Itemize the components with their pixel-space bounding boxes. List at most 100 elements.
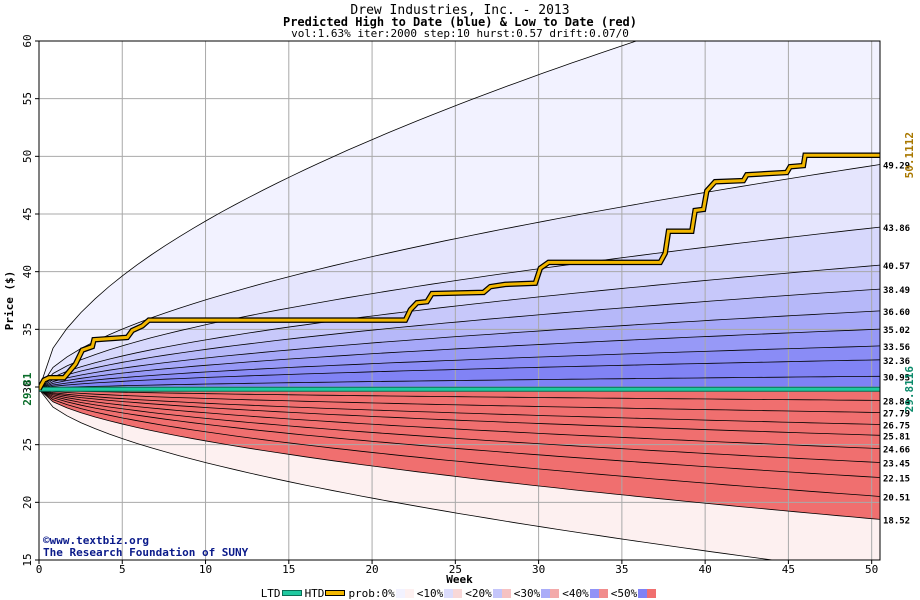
high-band-8 [39, 359, 880, 390]
legend-lt50-swatch [638, 588, 657, 598]
credit-organization: The Research Foundation of SUNY [43, 546, 249, 559]
band-end-label-2: 40.57 [883, 262, 910, 272]
legend-prob0-swatch [395, 588, 414, 598]
band-end-label-11: 26.75 [883, 421, 910, 431]
band-boundary-12 [39, 388, 880, 413]
legend-lt20: <20% [465, 587, 512, 600]
legend-htd: HTD [305, 587, 347, 600]
chart-title: Drew Industries, Inc. - 2013 [350, 3, 570, 18]
legend-lt20-swatch [492, 588, 511, 598]
axes [35, 40, 881, 564]
band-boundary-13 [39, 388, 880, 425]
legend-lt40-swatch [589, 588, 608, 598]
band-boundary-3 [39, 264, 880, 390]
band-end-label-13: 24.66 [883, 446, 910, 456]
x-tick-label-50: 50 [865, 563, 878, 576]
x-tick-label-15: 15 [282, 563, 295, 576]
legend-lt40: <40% [562, 587, 609, 600]
x-tick-label-35: 35 [615, 563, 628, 576]
high-band-9 [39, 376, 880, 390]
legend-lt30: <30% [514, 587, 561, 600]
band-end-label-5: 35.02 [883, 326, 910, 336]
x-tick-label-40: 40 [699, 563, 712, 576]
band-boundary-1 [39, 164, 880, 390]
band-boundary-14 [39, 388, 880, 436]
band-boundary-16 [39, 388, 880, 463]
band-boundary-5 [39, 310, 880, 390]
band-end-label-12: 25.81 [883, 432, 910, 442]
y-tick-label-20: 20 [21, 496, 34, 509]
y-tick-label-40: 40 [21, 265, 34, 278]
legend: LTD HTD prob:0% <10% <20% <30% <40% <50% [0, 586, 920, 600]
y-tick-label-50: 50 [21, 150, 34, 163]
copyright-icon: © [43, 534, 50, 547]
band-end-label-4: 36.60 [883, 308, 910, 318]
high-band-4 [39, 289, 880, 390]
y-tick-label-45: 45 [21, 207, 34, 220]
y-tick-label-15: 15 [21, 553, 34, 566]
chart-parameters: vol:1.63% iter:2000 step:10 hurst:0.57 d… [291, 27, 629, 40]
plot-frame [38, 40, 881, 561]
high-band-0 [39, 41, 880, 390]
chart-subtitle: Predicted High to Date (blue) & Low to D… [282, 15, 637, 29]
band-end-label-17: 18.52 [883, 516, 910, 526]
high-band-5 [39, 310, 880, 390]
band-end-label-6: 33.56 [883, 343, 910, 353]
band-boundary-lines [39, 41, 880, 560]
high-band-7 [39, 345, 880, 390]
band-end-label-7: 32.36 [883, 357, 910, 367]
probability-bands [39, 41, 880, 560]
band-boundary-0 [39, 41, 638, 390]
band-boundary-6 [39, 328, 880, 390]
y-tick-label-55: 55 [21, 92, 34, 105]
start-price-label: 29.81 [21, 372, 34, 405]
y-tick-label-35: 35 [21, 323, 34, 336]
band-end-label-16: 20.51 [883, 493, 910, 503]
y-axis-title: Price ($) [3, 271, 16, 331]
band-boundary-8 [39, 359, 880, 390]
x-axis-title: Week [446, 573, 473, 586]
band-boundary-9 [39, 375, 880, 390]
band-end-label-9: 28.84 [883, 397, 911, 407]
high-band-1 [39, 164, 880, 390]
credit-url[interactable]: ©www.textbiz.org [43, 534, 149, 547]
legend-htd-swatch [325, 590, 346, 596]
tick-labels: 0 5 10 15 20 25 30 35 40 45 50 15 20 25 30 35 40 45 50 55 60… [3, 34, 916, 586]
legend-lt30-swatch [541, 588, 560, 598]
x-tick-label-45: 45 [782, 563, 795, 576]
legend-lt50: <50% [611, 587, 658, 600]
ltd-end-label: 29.8116 [903, 366, 916, 413]
band-boundary-4 [39, 288, 880, 390]
x-tick-label-5: 5 [119, 563, 126, 576]
band-boundary-10 [39, 388, 776, 560]
series-lines [39, 152, 880, 392]
band-end-label-1: 43.86 [883, 224, 910, 234]
band-boundary-7 [39, 345, 880, 390]
htd-end-label: 50.1112 [903, 132, 916, 178]
band-end-label-8: 30.93 [883, 373, 910, 383]
band-boundary-17 [39, 388, 880, 478]
band-boundary-18 [39, 388, 880, 497]
band-end-label-3: 38.49 [883, 286, 910, 296]
high-band-2 [39, 227, 880, 390]
legend-ltd-swatch [281, 590, 302, 596]
legend-prob0: prob:0% [348, 587, 414, 600]
legend-lt10-swatch [444, 588, 463, 598]
band-boundary-11 [39, 388, 880, 401]
band-end-label-14: 23.45 [883, 460, 910, 470]
legend-ltd: LTD [261, 587, 303, 600]
htd-line [39, 153, 880, 390]
band-end-label-10: 27.79 [883, 409, 910, 419]
low-band-9 [39, 389, 880, 520]
x-tick-label-25: 25 [449, 563, 462, 576]
high-band-3 [39, 265, 880, 390]
band-end-label-0: 49.29 [883, 162, 910, 172]
band-boundary-15 [39, 388, 880, 449]
y-tick-label-60: 60 [21, 34, 34, 47]
legend-lt10: <10% [417, 587, 464, 600]
y-tick-label-25: 25 [21, 438, 34, 451]
x-tick-label-10: 10 [199, 563, 212, 576]
band-boundary-19 [39, 388, 880, 520]
x-tick-label-30: 30 [532, 563, 545, 576]
